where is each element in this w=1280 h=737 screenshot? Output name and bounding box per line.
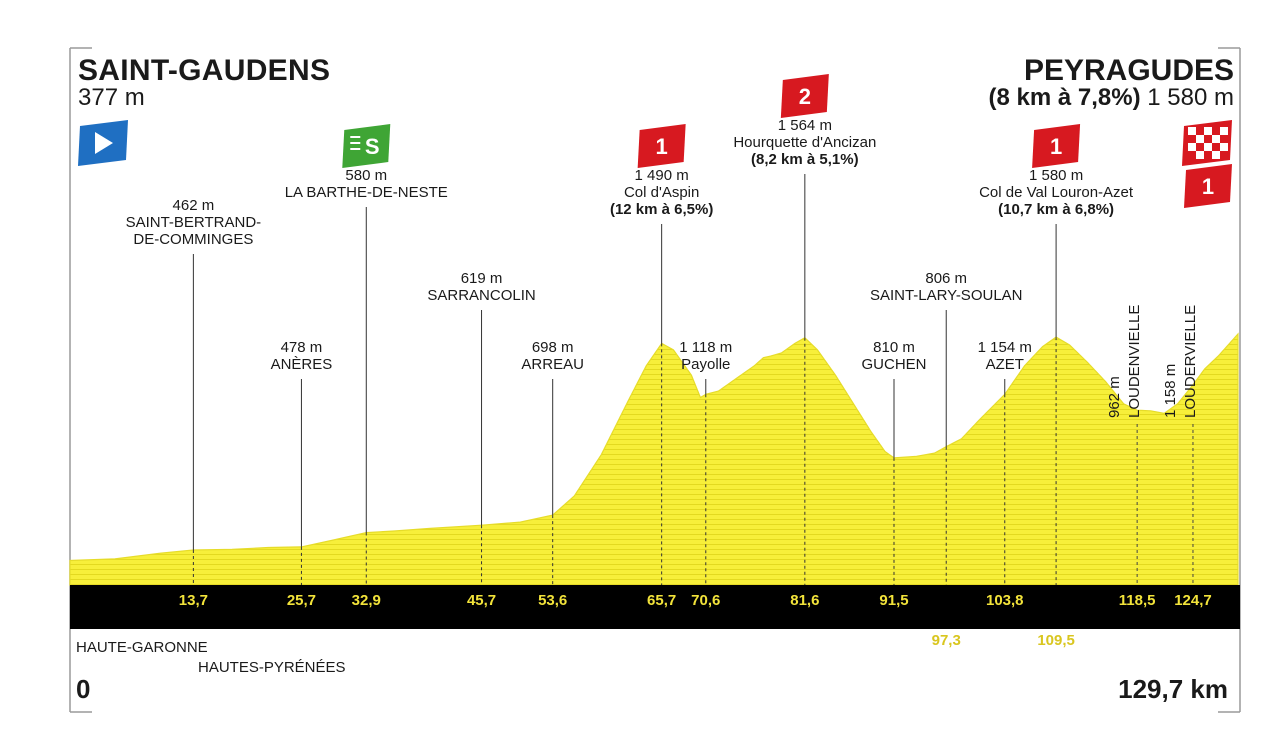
finish-category-badge: 1: [1184, 164, 1232, 208]
category-badge-label: 1: [1050, 134, 1062, 159]
place-altitude: 810 m: [873, 339, 915, 356]
place-altitude: 1 580 m: [1029, 167, 1083, 184]
category-badge-label: 1: [656, 134, 668, 159]
km-tick-label: 53,6: [538, 592, 567, 609]
km-tick-label: 13,7: [179, 592, 208, 609]
category-badge-label: 1: [1202, 174, 1214, 199]
place-name: Payolle: [681, 356, 730, 373]
place-altitude: 478 m: [281, 339, 323, 356]
place-altitude: 462 m: [173, 197, 215, 214]
place-name: SARRANCOLIN: [427, 287, 535, 304]
start-flag-icon: [78, 120, 128, 166]
place-name: (12 km à 6,5%): [610, 201, 713, 218]
km-tick-label: 91,5: [879, 592, 908, 609]
km-tick-label: 32,9: [352, 592, 381, 609]
place-name: (10,7 km à 6,8%): [998, 201, 1114, 218]
km-tick-label: 124,7: [1174, 592, 1212, 609]
department-haute-garonne: HAUTE-GARONNE: [76, 639, 208, 656]
finish-checkered-flag-icon: [1182, 120, 1232, 166]
sprint-badge-icon: [342, 124, 391, 168]
checkered-square: [1212, 151, 1220, 159]
km-tick-label: 65,7: [647, 592, 676, 609]
place-name-vertical: LOUDERVIELLE: [1182, 305, 1199, 418]
km-tick-label: 25,7: [287, 592, 316, 609]
place-altitude: 1 158 m: [1162, 364, 1179, 418]
place-altitude: 1 118 m: [679, 339, 732, 356]
place-name: (8,2 km à 5,1%): [751, 151, 859, 168]
department-hautes-pyrenees: HAUTES-PYRÉNÉES: [198, 659, 346, 676]
place-altitude: 619 m: [461, 270, 503, 287]
place-altitude: 1 154 m: [978, 339, 1032, 356]
place-altitude: 1 490 m: [635, 167, 689, 184]
category-badge-icon: [1032, 124, 1081, 168]
place-name: Col de Val Louron-Azet: [979, 184, 1134, 201]
km-tick-label: 70,6: [691, 592, 720, 609]
place-name: SAINT-BERTRAND-: [126, 214, 262, 231]
finish-altitude: 1 580 m: [1147, 84, 1234, 111]
checkered-square: [1196, 135, 1204, 143]
start-town: SAINT-GAUDENS: [78, 54, 331, 87]
place-name: Col d'Aspin: [624, 184, 699, 201]
place-label-vertical: 962 m: [1106, 376, 1123, 418]
place-marker: 580 mLA BARTHE-DE-NESTE S: [285, 124, 448, 585]
checkered-square: [1188, 127, 1196, 135]
km-band: [70, 585, 1240, 629]
place-label-vertical: 1 158 m: [1162, 364, 1179, 418]
place-altitude: 806 m: [925, 270, 967, 287]
category-badge-icon: [637, 124, 686, 168]
finish-details: (8 km à 7,8%) 1 580 m: [989, 84, 1234, 112]
km-tick-label: 45,7: [467, 592, 496, 609]
category-badge-icon: [780, 74, 829, 118]
sprint-badge-label: S: [365, 134, 380, 159]
place-altitude: 1 564 m: [778, 117, 832, 134]
km-tick-label: 109,5: [1037, 632, 1075, 649]
elevation-profile-area: [69, 332, 1239, 586]
place-name: ARREAU: [521, 356, 584, 373]
checkered-square: [1196, 151, 1204, 159]
start-flag-arrow: [95, 132, 113, 154]
checkered-square: [1220, 127, 1228, 135]
checkered-square: [1204, 127, 1212, 135]
km-tick-label: 97,3: [932, 632, 961, 649]
place-name: DE-COMMINGES: [133, 231, 253, 248]
place-name: ANÈRES: [271, 356, 333, 373]
place-altitude: 698 m: [532, 339, 574, 356]
place-name: AZET: [986, 356, 1024, 373]
place-name-vertical: LOUDENVIELLE: [1126, 305, 1143, 418]
distance-start: 0: [76, 674, 91, 704]
finish-climb: (8 km à 7,8%): [988, 84, 1141, 111]
km-tick-label: 81,6: [790, 592, 819, 609]
checkered-square: [1220, 143, 1228, 151]
finish-town: PEYRAGUDES: [1023, 54, 1234, 87]
distance-end: 129,7 km: [1118, 674, 1228, 704]
place-name: Hourquette d'Ancizan: [733, 134, 876, 151]
checkered-square: [1204, 143, 1212, 151]
start-altitude: 377 m: [78, 84, 145, 111]
place-name: SAINT-LARY-SOULAN: [870, 287, 1023, 304]
category-badge-icon: [1184, 164, 1232, 208]
place-name: GUCHEN: [861, 356, 926, 373]
checkered-square: [1188, 143, 1196, 151]
place-name: LA BARTHE-DE-NESTE: [285, 184, 448, 201]
km-tick-label: 118,5: [1119, 592, 1156, 609]
checkered-square: [1212, 135, 1220, 143]
category-badge-label: 2: [799, 84, 811, 109]
place-altitude: 962 m: [1106, 376, 1123, 418]
place-altitude: 580 m: [345, 167, 387, 184]
km-tick-label: 103,8: [986, 592, 1024, 609]
